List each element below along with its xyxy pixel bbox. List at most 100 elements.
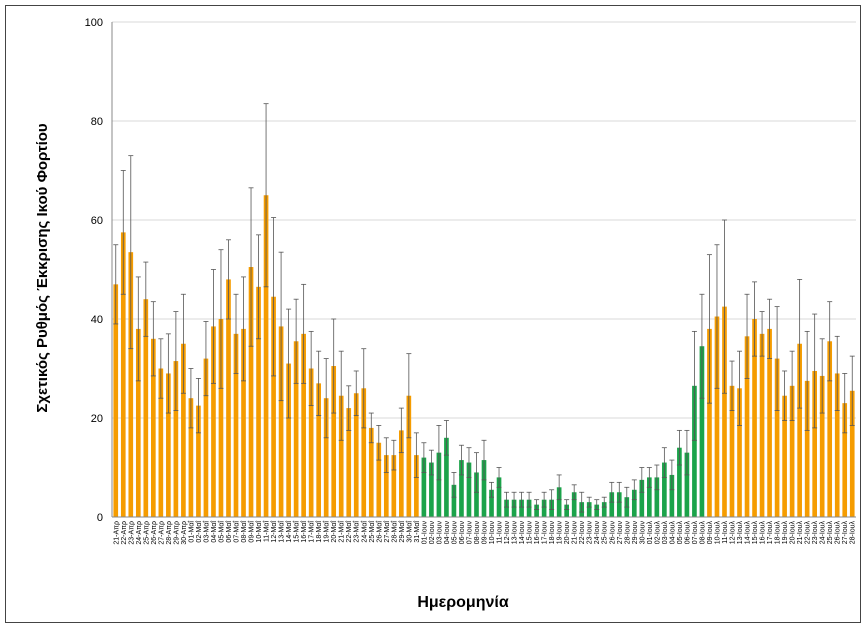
error-bar (571, 484, 577, 501)
error-bar (466, 447, 472, 478)
bar (639, 479, 645, 517)
x-tick-label: 08-Ιουλ (699, 521, 706, 545)
error-bar (759, 311, 765, 357)
x-tick-label: 07-Μαΐ (233, 521, 241, 543)
x-tick-label: 12-Ιουλ (730, 521, 737, 545)
x-tick-label: 30-Απρ (181, 521, 188, 545)
x-tick-label: 02-Ιουλ (654, 521, 661, 545)
error-bar (504, 491, 510, 508)
bar (353, 393, 359, 517)
x-tick-label: 20-Ιουν (564, 521, 571, 545)
error-bar (173, 311, 179, 411)
y-tick-label: 100 (85, 17, 103, 29)
error-bar (316, 350, 322, 416)
y-tick-label: 60 (91, 215, 103, 227)
bar (812, 370, 817, 517)
bar (714, 316, 720, 517)
x-tick-label: 26-Απρ (151, 521, 158, 545)
bar (429, 462, 434, 517)
x-tick-label: 18-Ιουλ (775, 521, 782, 545)
error-bar (271, 217, 277, 377)
error-bar (782, 370, 788, 421)
bar (166, 373, 171, 517)
x-tick-label: 15-Ιουλ (752, 521, 759, 545)
x-tick-label: 04-Ιουλ (669, 521, 676, 545)
x-tick-label: 21-Μαΐ (338, 521, 346, 543)
error-bar (263, 103, 269, 288)
error-bar (180, 293, 186, 394)
bar (797, 343, 802, 517)
x-tick-label: 20-Μαΐ (330, 521, 338, 543)
bar (173, 361, 179, 517)
x-tick-label: 03-Ιουλ (662, 521, 669, 545)
y-axis-title: Σχετικός Ρυθμός Έκκρισης Ικού Φορτίου (34, 123, 51, 413)
x-tick-label: 10-Ιουλ (714, 521, 721, 545)
x-tick-label: 23-Απρ (128, 521, 135, 545)
error-bar (278, 251, 284, 402)
error-bar (406, 353, 412, 439)
error-bar (428, 449, 434, 476)
error-bar (376, 425, 382, 461)
bar (383, 455, 389, 517)
bar (331, 366, 337, 517)
x-tick-label: 04-Ιουν (444, 521, 451, 545)
bar (323, 398, 329, 517)
x-tick-label: 15-Ιουν (527, 521, 534, 545)
error-bar (496, 467, 502, 488)
bar (444, 437, 449, 517)
error-bar (804, 330, 810, 431)
bar (601, 502, 607, 517)
x-tick-label: 19-Ιουλ (782, 521, 789, 545)
bar (218, 319, 224, 517)
x-tick-label: 13-Ιουλ (737, 521, 744, 545)
x-tick-label: 05-Μαΐ (217, 521, 225, 543)
x-tick-label: 28-Μαΐ (390, 521, 398, 543)
error-bar (150, 301, 156, 377)
error-bar (256, 234, 262, 340)
x-tick-label: 11-Μαΐ (263, 521, 271, 542)
bar (203, 358, 209, 517)
bar (158, 368, 164, 517)
error-bar (594, 499, 600, 510)
error-bar (661, 447, 667, 478)
x-tick-label: 18-Μαΐ (315, 521, 323, 543)
x-axis-title: Ημερομηνία (417, 594, 509, 611)
bar (834, 373, 840, 517)
x-tick-label: 28-Ιουλ (850, 521, 857, 545)
error-bar (165, 333, 171, 414)
x-tick-label: 21-Ιουν (572, 521, 579, 545)
x-tick-label: 12-Ιουν (504, 521, 511, 545)
error-bar (526, 491, 532, 508)
x-tick-label: 27-Ιουν (617, 521, 624, 545)
error-bar (308, 330, 314, 407)
error-bar (383, 437, 389, 473)
x-tick-label: 18-Ιουν (549, 521, 556, 545)
x-tick-label: 19-Μαΐ (323, 521, 331, 543)
bar (662, 462, 667, 517)
bar (368, 427, 374, 517)
bar (256, 286, 261, 517)
bar (181, 343, 186, 517)
bar (135, 328, 141, 517)
x-tick-label: 29-Ιουν (632, 521, 639, 545)
x-tick-label: 24-Μαΐ (360, 521, 368, 543)
error-bar (353, 370, 359, 416)
x-tick-label: 08-Μαΐ (240, 521, 248, 543)
error-bar (624, 486, 630, 508)
bar (421, 457, 427, 517)
x-tick-label: 10-Μαΐ (255, 521, 263, 543)
error-bar (421, 442, 427, 473)
error-bar (601, 496, 607, 508)
bar (699, 346, 705, 517)
bar (571, 492, 577, 517)
y-tick-labels: 0 20 40 60 80 100 (85, 17, 103, 524)
x-tick-label: 28-Ιουν (624, 521, 631, 545)
bar (782, 395, 787, 517)
x-tick-label: 21-Ιουλ (797, 521, 804, 545)
x-tick-label: 25-Απρ (143, 521, 150, 545)
x-tick-label: 06-Ιουλ (684, 521, 691, 545)
bar (399, 430, 404, 517)
bar (594, 504, 600, 517)
bar (376, 442, 382, 517)
